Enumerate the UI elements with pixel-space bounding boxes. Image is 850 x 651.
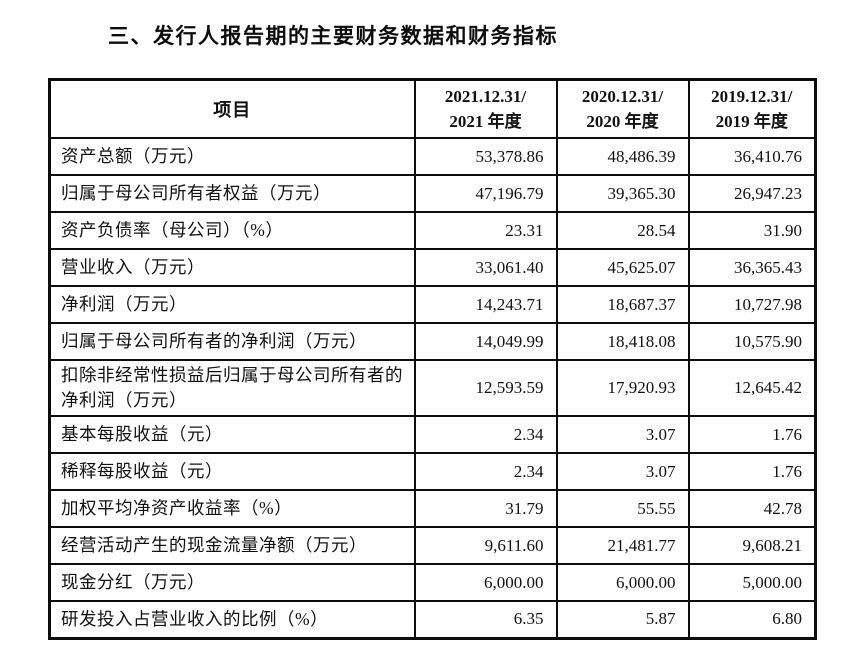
row-label: 现金分红（万元） — [48, 563, 416, 602]
cell-value-2020: 5.87 — [555, 600, 690, 639]
cell-value-2019: 9,608.21 — [687, 526, 817, 565]
row-label: 研发投入占营业收入的比例（%） — [48, 600, 416, 639]
cell-value-2020: 28.54 — [555, 211, 690, 250]
cell-value-2021: 14,243.71 — [413, 285, 558, 324]
header-period-2020-date: 2020.12.31/ — [581, 87, 664, 106]
header-item-column: 项目 — [48, 78, 416, 139]
cell-value-2020: 39,365.30 — [555, 174, 690, 213]
table-row-diluted-eps: 稀释每股收益（元） 2.34 3.07 1.76 — [48, 452, 817, 491]
header-period-2019-date: 2019.12.31/ — [711, 87, 793, 106]
row-label: 净利润（万元） — [48, 285, 416, 324]
header-period-2019-year: 2019 年度 — [715, 112, 788, 131]
header-period-2021: 2021.12.31/ 2021 年度 — [413, 78, 558, 139]
cell-value-2021: 23.31 — [413, 211, 558, 250]
cell-value-2020: 3.07 — [555, 415, 690, 454]
cell-value-2019: 1.76 — [687, 415, 817, 454]
row-label: 资产总额（万元） — [48, 137, 416, 176]
cell-value-2020: 21,481.77 — [555, 526, 690, 565]
table-row-operating-cash-flow: 经营活动产生的现金流量净额（万元） 9,611.60 21,481.77 9,6… — [48, 526, 817, 565]
cell-value-2020: 6,000.00 — [555, 563, 690, 602]
row-label: 基本每股收益（元） — [48, 415, 416, 454]
header-period-2019: 2019.12.31/ 2019 年度 — [687, 78, 817, 139]
cell-value-2021: 53,378.86 — [413, 137, 558, 176]
cell-value-2021: 6,000.00 — [413, 563, 558, 602]
cell-value-2021: 47,196.79 — [413, 174, 558, 213]
row-label: 归属于母公司所有者的净利润（万元） — [48, 322, 416, 361]
header-period-2020-year: 2020 年度 — [586, 112, 659, 131]
cell-value-2020: 55.55 — [555, 489, 690, 528]
table-row-parent-net-profit: 归属于母公司所有者的净利润（万元） 14,049.99 18,418.08 10… — [48, 322, 817, 361]
cell-value-2019: 36,365.43 — [687, 248, 817, 287]
cell-value-2019: 10,575.90 — [687, 322, 817, 361]
header-period-2021-year: 2021 年度 — [449, 112, 522, 131]
row-label: 营业收入（万元） — [48, 248, 416, 287]
cell-value-2019: 42.78 — [687, 489, 817, 528]
cell-value-2019: 31.90 — [687, 211, 817, 250]
cell-value-2020: 18,687.37 — [555, 285, 690, 324]
cell-value-2019: 10,727.98 — [687, 285, 817, 324]
cell-value-2020: 45,625.07 — [555, 248, 690, 287]
cell-value-2020: 18,418.08 — [555, 322, 690, 361]
cell-value-2020: 17,920.93 — [555, 359, 690, 417]
cell-value-2021: 9,611.60 — [413, 526, 558, 565]
table-row-parent-equity: 归属于母公司所有者权益（万元） 47,196.79 39,365.30 26,9… — [48, 174, 817, 213]
row-label: 资产负债率（母公司）（%） — [48, 211, 416, 250]
table-row-rd-ratio: 研发投入占营业收入的比例（%） 6.35 5.87 6.80 — [48, 600, 817, 639]
header-period-2021-date: 2021.12.31/ — [444, 87, 527, 106]
row-label: 经营活动产生的现金流量净额（万元） — [48, 526, 416, 565]
cell-value-2019: 26,947.23 — [687, 174, 817, 213]
cell-value-2021: 31.79 — [413, 489, 558, 528]
table-row-debt-ratio: 资产负债率（母公司）（%） 23.31 28.54 31.90 — [48, 211, 817, 250]
cell-value-2019: 5,000.00 — [687, 563, 817, 602]
table-row-weighted-roe: 加权平均净资产收益率（%） 31.79 55.55 42.78 — [48, 489, 817, 528]
row-label: 加权平均净资产收益率（%） — [48, 489, 416, 528]
cell-value-2019: 1.76 — [687, 452, 817, 491]
table-row-operating-revenue: 营业收入（万元） 33,061.40 45,625.07 36,365.43 — [48, 248, 817, 287]
financial-data-table: 项目 2021.12.31/ 2021 年度 2020.12.31/ 2020 … — [48, 78, 817, 640]
table-row-net-profit: 净利润（万元） 14,243.71 18,687.37 10,727.98 — [48, 285, 817, 324]
table-header-row: 项目 2021.12.31/ 2021 年度 2020.12.31/ 2020 … — [48, 78, 817, 139]
row-label: 归属于母公司所有者权益（万元） — [48, 174, 416, 213]
cell-value-2021: 14,049.99 — [413, 322, 558, 361]
cell-value-2021: 6.35 — [413, 600, 558, 639]
cell-value-2019: 6.80 — [687, 600, 817, 639]
cell-value-2021: 33,061.40 — [413, 248, 558, 287]
table-row-deducted-net-profit: 扣除非经常性损益后归属于母公司所有者的净利润（万元） 12,593.59 17,… — [48, 359, 817, 417]
cell-value-2020: 3.07 — [555, 452, 690, 491]
row-label: 扣除非经常性损益后归属于母公司所有者的净利润（万元） — [48, 359, 416, 417]
cell-value-2021: 12,593.59 — [413, 359, 558, 417]
cell-value-2020: 48,486.39 — [555, 137, 690, 176]
cell-value-2021: 2.34 — [413, 452, 558, 491]
row-label: 稀释每股收益（元） — [48, 452, 416, 491]
header-period-2020: 2020.12.31/ 2020 年度 — [555, 78, 690, 139]
cell-value-2019: 36,410.76 — [687, 137, 817, 176]
cell-value-2019: 12,645.42 — [687, 359, 817, 417]
table-row-cash-dividend: 现金分红（万元） 6,000.00 6,000.00 5,000.00 — [48, 563, 817, 602]
table-row-basic-eps: 基本每股收益（元） 2.34 3.07 1.76 — [48, 415, 817, 454]
section-title: 三、发行人报告期的主要财务数据和财务指标 — [108, 25, 558, 48]
table-row-total-assets: 资产总额（万元） 53,378.86 48,486.39 36,410.76 — [48, 137, 817, 176]
cell-value-2021: 2.34 — [413, 415, 558, 454]
